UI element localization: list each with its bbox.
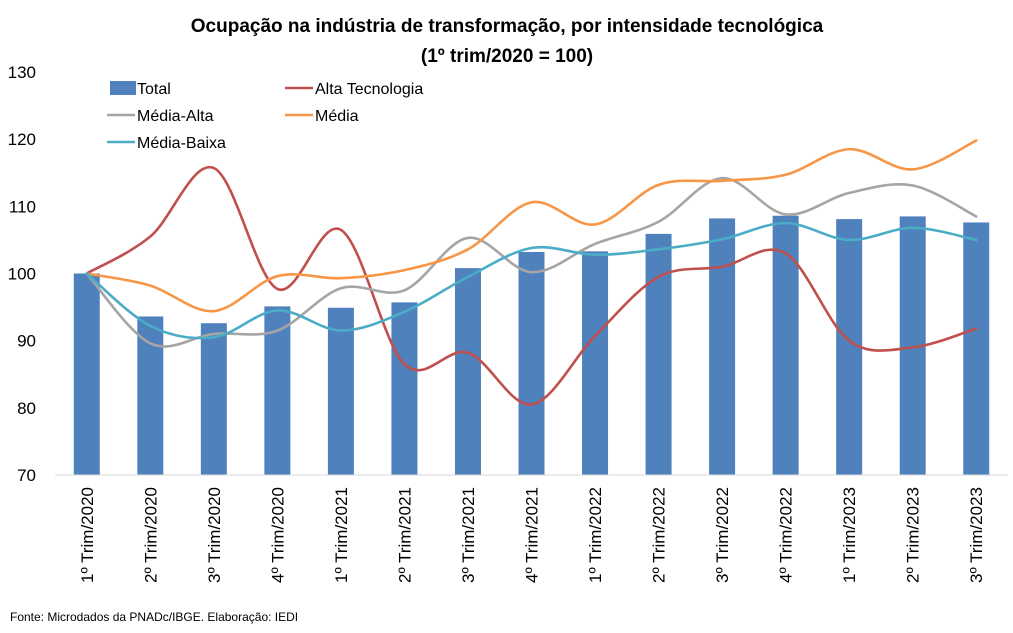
legend-label: Média-Baixa bbox=[137, 135, 226, 152]
legend-label: Média bbox=[315, 108, 359, 125]
legend-label: Total bbox=[137, 81, 171, 98]
bar-total bbox=[73, 273, 100, 475]
x-axis: 1º Trim/2020 2º Trim/2020 3º Trim/2020 4º T… bbox=[78, 487, 986, 583]
line-series-group bbox=[85, 139, 978, 406]
source-note: Fonte: Microdados da PNADc/IBGE. Elabora… bbox=[10, 610, 298, 624]
x-tick-label: 3º Trim/2022 bbox=[713, 487, 732, 583]
bar-total bbox=[200, 323, 227, 475]
bar-total bbox=[137, 316, 164, 475]
line-media bbox=[85, 139, 978, 313]
legend-swatch bbox=[110, 81, 136, 95]
legend: Total Alta Tecnologia Média-Alta Média Média… bbox=[107, 81, 423, 152]
y-tick-label: 100 bbox=[8, 265, 36, 284]
y-tick-label: 130 bbox=[8, 63, 36, 82]
y-tick-label: 70 bbox=[17, 466, 36, 485]
x-tick-label: 1º Trim/2022 bbox=[586, 487, 605, 583]
y-tick-label: 90 bbox=[17, 332, 36, 351]
x-tick-label: 2º Trim/2021 bbox=[395, 487, 414, 583]
x-tick-label: 3º Trim/2023 bbox=[967, 487, 986, 583]
y-axis: 70 80 90 100 110 120 130 bbox=[8, 63, 36, 485]
bar-total bbox=[327, 307, 354, 475]
legend-label: Média-Alta bbox=[137, 108, 214, 125]
line-media-alta bbox=[85, 176, 978, 348]
legend-item-alta-tecnologia: Alta Tecnologia bbox=[285, 81, 423, 98]
x-tick-label: 3º Trim/2021 bbox=[459, 487, 478, 583]
x-tick-label: 4º Trim/2021 bbox=[523, 487, 542, 583]
x-tick-label: 2º Trim/2023 bbox=[904, 487, 923, 583]
bar-total bbox=[645, 233, 672, 475]
x-tick-label: 4º Trim/2022 bbox=[777, 487, 796, 583]
bar-series-total bbox=[73, 215, 990, 476]
chart-title: Ocupação na indústria de transformação, … bbox=[191, 16, 824, 37]
line-alta-tecnologia bbox=[85, 165, 978, 406]
x-tick-label: 4º Trim/2020 bbox=[268, 487, 287, 583]
bar-total bbox=[454, 268, 481, 475]
legend-item-media-baixa: Média-Baixa bbox=[107, 135, 226, 152]
legend-item-media: Média bbox=[285, 108, 359, 125]
chart-subtitle: (1º trim/2020 = 100) bbox=[421, 46, 593, 67]
bar-total bbox=[391, 302, 418, 475]
bar-total bbox=[963, 222, 990, 475]
bar-total bbox=[264, 306, 291, 475]
bar-total bbox=[518, 252, 545, 475]
legend-label: Alta Tecnologia bbox=[315, 81, 423, 98]
bar-total bbox=[709, 218, 736, 475]
y-tick-label: 120 bbox=[8, 130, 36, 149]
x-tick-label: 1º Trim/2020 bbox=[78, 487, 97, 583]
x-tick-label: 1º Trim/2021 bbox=[332, 487, 351, 583]
x-tick-label: 2º Trim/2020 bbox=[141, 487, 160, 583]
legend-item-total: Total bbox=[110, 81, 171, 98]
line-media-baixa bbox=[85, 221, 978, 340]
x-tick-label: 1º Trim/2023 bbox=[840, 487, 859, 583]
x-tick-label: 2º Trim/2022 bbox=[650, 487, 669, 583]
y-tick-label: 80 bbox=[17, 399, 36, 418]
bar-total bbox=[582, 251, 609, 475]
x-tick-label: 3º Trim/2020 bbox=[205, 487, 224, 583]
y-tick-label: 110 bbox=[9, 197, 36, 216]
legend-item-media-alta: Média-Alta bbox=[107, 108, 214, 125]
